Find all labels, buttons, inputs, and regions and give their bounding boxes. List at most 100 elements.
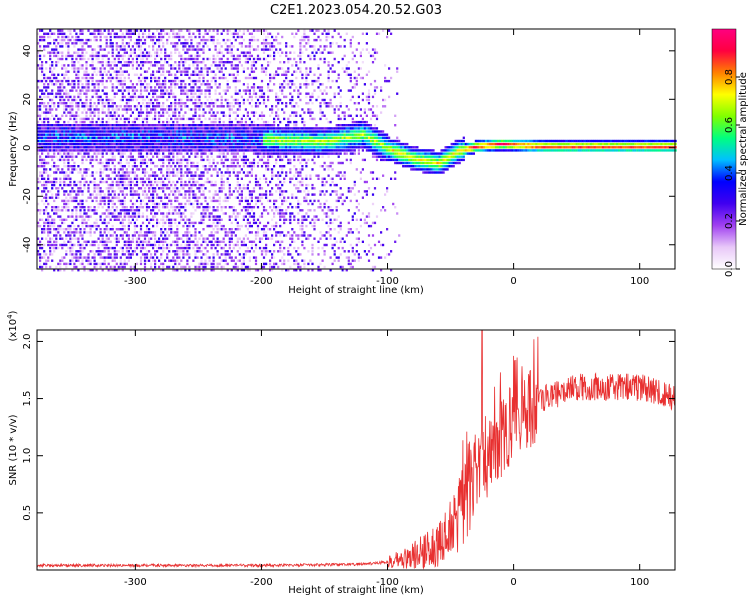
heatmap-cell: [210, 262, 213, 266]
heatmap-cell: [139, 127, 143, 130]
heatmap-cell: [212, 262, 215, 266]
heatmap-cell: [172, 35, 175, 39]
heatmap-cell: [105, 64, 108, 67]
heatmap-cell: [117, 265, 120, 269]
heatmap-cell: [39, 45, 42, 48]
heatmap-cell: [228, 174, 231, 177]
heatmap-cell: [186, 117, 189, 121]
heatmap-cell: [95, 218, 98, 221]
heatmap-cell: [202, 79, 205, 83]
heatmap-cell: [222, 206, 225, 209]
heatmap-cell: [99, 199, 102, 203]
heatmap-cell: [158, 202, 161, 206]
heatmap-cell: [188, 127, 191, 130]
heatmap-cell: [232, 133, 235, 136]
heatmap-cell: [125, 51, 128, 54]
heatmap-cell: [41, 231, 44, 234]
heatmap-cell: [254, 183, 258, 187]
heatmap-cell: [101, 32, 104, 35]
heatmap-cell: [218, 57, 221, 61]
heatmap-cell: [79, 215, 82, 218]
heatmap-cell: [39, 54, 42, 58]
heatmap-cell: [160, 35, 163, 39]
heatmap-cell: [206, 209, 209, 212]
heatmap-cell: [61, 114, 64, 117]
heatmap-cell: [145, 117, 149, 121]
heatmap-cell: [184, 73, 187, 76]
heatmap-cell: [79, 212, 82, 215]
heatmap-cell: [127, 42, 130, 45]
heatmap-cell: [67, 48, 70, 51]
heatmap-cell: [115, 240, 118, 243]
heatmap-cell: [232, 161, 235, 165]
heatmap-cell: [135, 83, 139, 86]
heatmap-cell: [252, 206, 256, 209]
heatmap-cell: [55, 114, 58, 117]
heatmap-cell: [39, 117, 42, 121]
heatmap-cell: [127, 177, 130, 180]
heatmap-cell: [71, 111, 74, 114]
heatmap-cell: [37, 54, 40, 58]
heatmap-cell: [97, 250, 100, 253]
heatmap-cell: [59, 95, 62, 99]
heatmap-cell: [81, 51, 84, 54]
heatmap-cell: [182, 45, 185, 48]
heatmap-cell: [158, 240, 161, 243]
heatmap-cell: [129, 158, 132, 162]
heatmap-cell: [250, 196, 253, 199]
heatmap-cell: [121, 124, 124, 127]
heatmap-cell: [99, 171, 102, 174]
heatmap-cell: [230, 193, 233, 196]
heatmap-cell: [178, 54, 181, 58]
heatmap-cell: [228, 228, 231, 231]
heatmap-cell: [248, 102, 251, 105]
heatmap-cell: [47, 76, 50, 80]
heatmap-cell: [212, 139, 215, 143]
heatmap-cell: [47, 95, 50, 99]
heatmap-cell: [47, 83, 50, 86]
heatmap-cell: [222, 120, 225, 124]
heatmap-cell: [53, 127, 56, 130]
heatmap-cell: [107, 124, 110, 127]
heatmap-cell: [152, 48, 155, 51]
heatmap-cell: [238, 193, 241, 196]
heatmap-cell: [208, 133, 211, 136]
heatmap-cell: [143, 142, 147, 146]
heatmap-cell: [250, 193, 253, 196]
heatmap-cell: [115, 32, 118, 35]
heatmap-cell: [184, 265, 187, 269]
heatmap-cell: [208, 215, 211, 218]
heatmap-cell: [164, 187, 167, 190]
heatmap-cell: [145, 105, 149, 108]
heatmap-cell: [101, 177, 104, 180]
heatmap-cell: [188, 142, 191, 146]
heatmap-cell: [63, 161, 66, 165]
heatmap-cell: [166, 165, 169, 168]
heatmap-cell: [145, 196, 149, 199]
heatmap-cell: [41, 73, 44, 76]
heatmap-cell: [152, 218, 155, 221]
heatmap-cell: [202, 149, 205, 152]
heatmap-cell: [107, 231, 110, 234]
heatmap-cell: [172, 161, 175, 165]
heatmap-cell: [111, 42, 114, 45]
heatmap-cell: [79, 146, 82, 149]
heatmap-cell: [83, 42, 86, 45]
heatmap-cell: [196, 61, 199, 64]
heatmap-cell: [99, 95, 102, 99]
heatmap-cell: [202, 237, 205, 240]
heatmap-cell: [57, 124, 60, 127]
heatmap-cell: [210, 231, 213, 234]
heatmap-cell: [160, 171, 163, 174]
heatmap-cell: [180, 171, 183, 174]
heatmap-cell: [75, 209, 78, 212]
heatmap-cell: [158, 76, 161, 80]
heatmap-cell: [123, 224, 126, 228]
heatmap-cell: [162, 86, 165, 89]
heatmap-cell: [258, 152, 262, 155]
heatmap-cell: [145, 231, 149, 234]
heatmap-cell: [125, 177, 128, 180]
heatmap-cell: [139, 92, 143, 95]
heatmap-cell: [113, 250, 116, 253]
heatmap-cell: [79, 253, 82, 256]
